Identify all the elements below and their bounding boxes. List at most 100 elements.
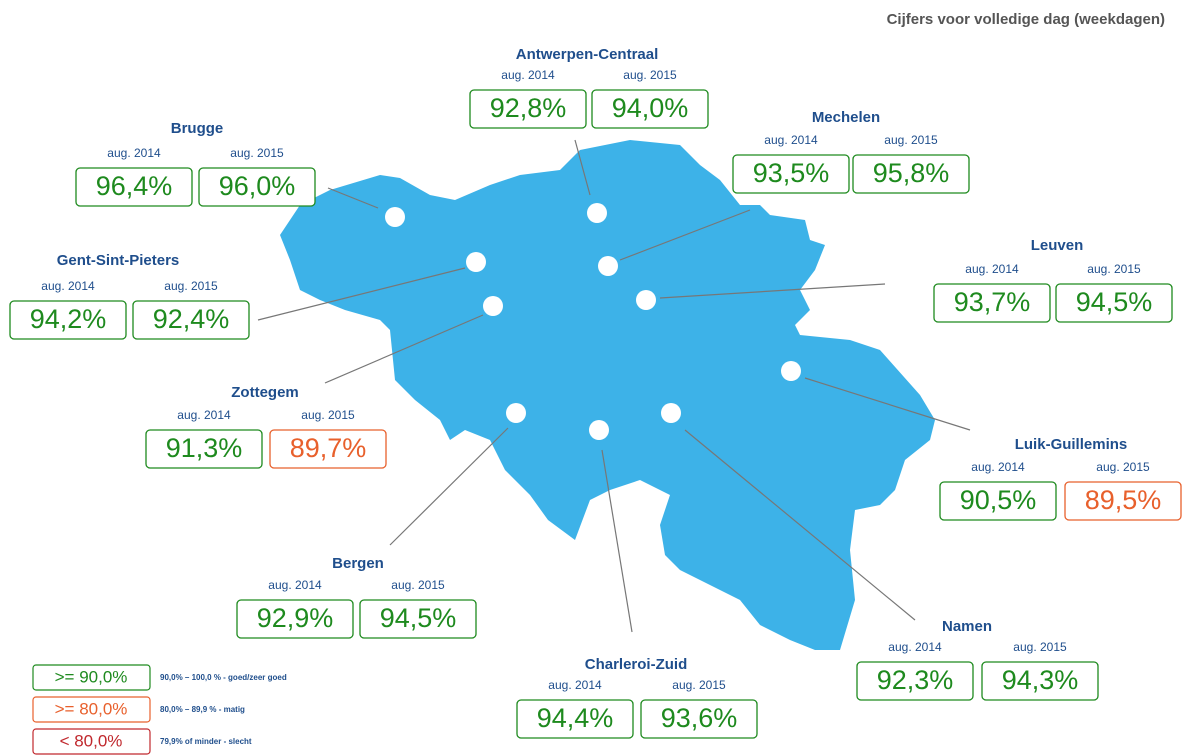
station-name: Namen [942,618,992,635]
value-box [856,661,974,701]
value-box [75,167,193,207]
period-label: aug. 2014 [107,146,161,160]
period-label: aug. 2015 [623,68,677,82]
station-name: Charleroi-Zuid [585,656,688,673]
value-box [198,167,316,207]
value-box [1055,283,1173,323]
value-text: 94,5% [380,603,457,633]
value-box [640,699,758,739]
period-label: aug. 2014 [971,460,1025,474]
value-box [145,429,263,469]
value-box [359,599,477,639]
period-label: aug. 2014 [268,578,322,592]
station-dot [598,256,618,276]
station-name: Leuven [1031,237,1084,254]
station-name: Bergen [332,555,384,572]
value-text: 93,7% [954,287,1031,317]
leader-line [324,314,484,384]
value-text: 96,0% [219,171,296,201]
leader-line [804,377,971,431]
value-box [591,89,709,129]
value-text: 92,9% [257,603,334,633]
value-box [1064,481,1182,521]
period-label: aug. 2015 [164,279,218,293]
station-dot [385,207,405,227]
legend-label: >= 90,0% [55,667,128,686]
period-label: aug. 2014 [888,640,942,654]
value-text: 91,3% [166,433,243,463]
legend-description: 80,0% – 89,9 % - matig [160,705,245,714]
period-label: aug. 2015 [1096,460,1150,474]
leader-line [389,427,509,546]
station-name: Zottegem [231,384,299,401]
legend-description: 79,9% of minder - slecht [160,737,252,746]
value-box [939,481,1057,521]
value-text: 94,4% [537,703,614,733]
value-text: 95,8% [873,158,950,188]
station-dot [483,296,503,316]
period-label: aug. 2015 [301,408,355,422]
legend-description: 90,0% – 100,0 % - goed/zeer goed [160,673,287,682]
leader-line [327,187,379,209]
value-box [269,429,387,469]
station-dot [506,403,526,423]
value-box [732,154,850,194]
period-label: aug. 2014 [41,279,95,293]
leader-line [601,449,633,633]
station-name: Mechelen [812,109,880,126]
value-text: 89,7% [290,433,367,463]
value-text: 93,6% [661,703,738,733]
value-text: 94,3% [1002,665,1079,695]
legend-box [32,728,151,755]
value-box [516,699,634,739]
period-label: aug. 2015 [672,678,726,692]
leader-line [684,429,916,621]
leader-line [659,283,886,299]
station-dot [466,252,486,272]
leader-line [619,209,751,261]
value-text: 90,5% [960,485,1037,515]
value-text: 94,2% [30,304,107,334]
belgium-map [280,140,935,650]
heading: Cijfers voor volledige dag (weekdagen) [887,11,1165,28]
period-label: aug. 2014 [177,408,231,422]
station-name: Antwerpen-Centraal [516,46,659,63]
station-dot [661,403,681,423]
legend-label: >= 80,0% [55,699,128,718]
legend-box [32,664,151,691]
period-label: aug. 2014 [501,68,555,82]
value-text: 92,3% [877,665,954,695]
value-text: 93,5% [753,158,830,188]
value-box [469,89,587,129]
value-box [933,283,1051,323]
legend-label: < 80,0% [60,731,123,750]
period-label: aug. 2014 [965,262,1019,276]
value-box [236,599,354,639]
value-text: 92,8% [490,93,567,123]
value-box [981,661,1099,701]
leader-line [574,139,591,196]
station-dot [587,203,607,223]
period-label: aug. 2014 [548,678,602,692]
period-label: aug. 2015 [884,133,938,147]
station-dot [589,420,609,440]
station-dot [636,290,656,310]
station-name: Luik-Guillemins [1015,436,1128,453]
period-label: aug. 2015 [1087,262,1141,276]
value-box [9,300,127,340]
period-label: aug. 2014 [764,133,818,147]
station-dot [781,361,801,381]
leader-line [257,267,466,321]
station-name: Brugge [171,120,224,137]
period-label: aug. 2015 [391,578,445,592]
value-text: 94,5% [1076,287,1153,317]
value-box [132,300,250,340]
value-text: 92,4% [153,304,230,334]
legend-box [32,696,151,723]
value-text: 94,0% [612,93,689,123]
value-text: 96,4% [96,171,173,201]
value-text: 89,5% [1085,485,1162,515]
period-label: aug. 2015 [1013,640,1067,654]
value-box [852,154,970,194]
